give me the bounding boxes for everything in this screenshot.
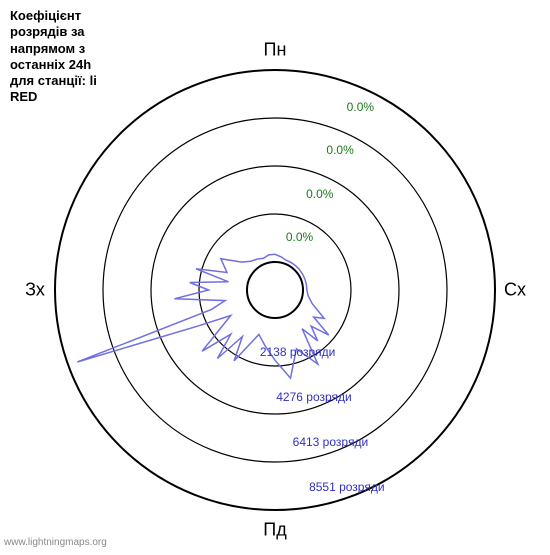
ring-label: 4276 розряди	[276, 390, 352, 404]
ring-label: 0.0%	[306, 187, 333, 201]
direction-label: Сх	[504, 280, 526, 301]
ring-label: 6413 розряди	[293, 435, 369, 449]
chart-title: Коефіцієнт розрядів за напрямом з останн…	[10, 8, 97, 106]
direction-label: Пн	[264, 40, 287, 61]
direction-label: Пд	[263, 520, 286, 541]
ring-label: 0.0%	[286, 230, 313, 244]
footer-link[interactable]: www.lightningmaps.org	[4, 537, 107, 548]
direction-label: Зх	[25, 280, 45, 301]
ring-label: 2138 розряди	[260, 345, 336, 359]
ring-label: 0.0%	[347, 100, 374, 114]
ring-label: 0.0%	[326, 143, 353, 157]
ring-label: 8551 розряди	[309, 480, 385, 494]
